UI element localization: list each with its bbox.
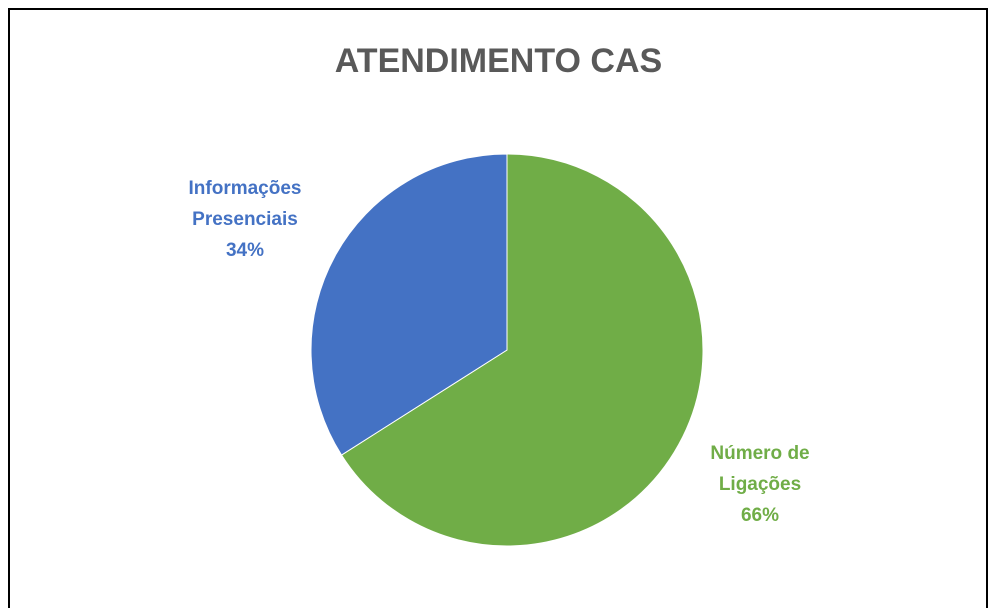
data-label: Número de Ligações 66% (670, 438, 850, 531)
chart-frame (8, 8, 988, 608)
value-label: 34% (225, 240, 265, 261)
pie-slice (310, 153, 508, 456)
data-label: Informações Presenciais 34% (155, 173, 335, 266)
category-label: Informações Presenciais (188, 178, 302, 230)
chart-title: ATENDIMENTO CAS (334, 42, 663, 80)
value-label: 66% (740, 505, 780, 526)
pie-slice (340, 153, 704, 547)
category-label: Número de Ligações (710, 443, 810, 495)
